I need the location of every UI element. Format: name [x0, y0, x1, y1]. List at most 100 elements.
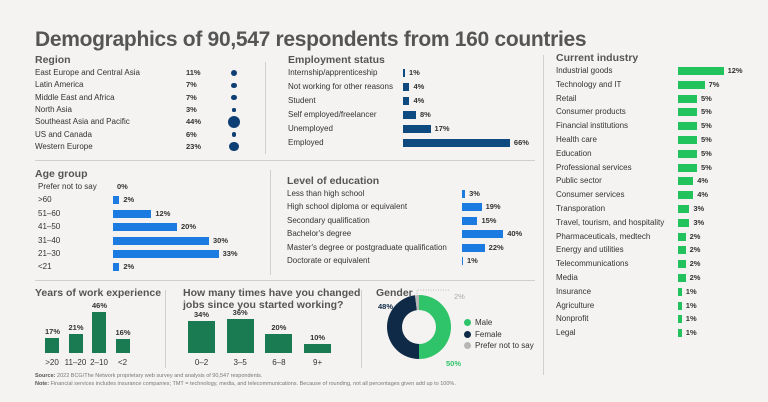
- education-category-label: Master's degree or postgraduate qualific…: [287, 242, 447, 252]
- industry-category-label: Travel, tourism, and hospitality: [556, 217, 665, 227]
- divider: [165, 290, 166, 368]
- region-bubble: [227, 115, 241, 129]
- employment-category-label: Self employed/freelancer: [288, 110, 377, 119]
- experience-value-label: 17%: [45, 326, 61, 336]
- industry-category-label: Media: [556, 273, 578, 282]
- employment-value-label: 17%: [434, 124, 450, 133]
- region-bubble: [232, 108, 236, 112]
- education-value-label: 40%: [507, 229, 523, 239]
- experience-bar: [92, 311, 106, 353]
- region-category-label: US and Canada: [35, 129, 92, 139]
- gender-value-label: 2%: [454, 292, 465, 301]
- region-value-label: 11%: [186, 68, 201, 77]
- industry-category-label: Health care: [556, 135, 597, 144]
- industry-category-label: Agriculture: [556, 300, 595, 310]
- region-category-label: Western Europe: [35, 141, 93, 151]
- industry-category-label: Professional services: [556, 162, 632, 172]
- age-category-label: <21: [38, 262, 52, 272]
- industry-category-label: Financial institutions: [556, 121, 629, 131]
- gender-legend-swatch: [464, 342, 471, 349]
- industry-bar: [678, 274, 686, 282]
- experience-value-label: 21%: [68, 323, 84, 333]
- source-note: Source: 2022 BCG/The Network proprietary…: [35, 373, 262, 379]
- age-category-label: Prefer not to say: [38, 182, 97, 191]
- industry-bar: [678, 136, 697, 144]
- industry-value-label: 5%: [701, 93, 712, 103]
- employment-category-label: Student: [288, 96, 316, 105]
- industry-category-label: Industrial goods: [556, 66, 613, 75]
- jobchanges-bar: [188, 320, 215, 353]
- industry-category-label: Retail: [556, 93, 577, 103]
- age-value-label: 12%: [155, 208, 171, 218]
- industry-bar: [678, 218, 690, 227]
- employment-value-label: 8%: [419, 110, 431, 119]
- education-category-label: High school diploma or equivalent: [287, 202, 408, 212]
- age-category-label: 51–60: [38, 208, 61, 218]
- industry-category-label: Pharmaceuticals, medtech: [556, 231, 651, 241]
- industry-value-label: 2%: [689, 273, 701, 282]
- employment-category-label: Internship/apprenticeship: [288, 68, 378, 77]
- experience-value-label: 46%: [92, 300, 108, 310]
- page-title: Demographics of 90,547 respondents from …: [35, 28, 587, 51]
- jobchanges-value-label: 36%: [232, 307, 248, 317]
- age-bar: [113, 196, 120, 205]
- gender-title: Gender: [376, 287, 413, 299]
- education-value-label: 1%: [467, 256, 478, 265]
- industry-category-label: Insurance: [556, 286, 592, 296]
- age-value-label: 33%: [222, 249, 238, 258]
- age-value-label: 2%: [123, 195, 135, 205]
- source-label: Source:: [35, 373, 56, 379]
- industry-value-label: 12%: [727, 66, 743, 75]
- employment-title: Employment status: [288, 54, 385, 66]
- employment-category-label: Not working for other reasons: [288, 82, 393, 91]
- gender-leader-line: [416, 289, 449, 294]
- industry-value-label: 5%: [701, 148, 712, 158]
- employment-value-label: 4%: [413, 96, 425, 105]
- jobchanges-value-label: 34%: [193, 309, 209, 319]
- education-title: Level of education: [287, 175, 380, 187]
- industry-category-label: Nonprofit: [556, 314, 589, 324]
- industry-value-label: 5%: [701, 135, 712, 144]
- industry-bar: [678, 260, 686, 269]
- gender-slice-female: [386, 295, 419, 359]
- region-category-label: Southeast Asia and Pacific: [35, 117, 130, 127]
- region-value-label: 3%: [186, 104, 197, 114]
- employment-bar: [403, 111, 416, 119]
- industry-value-label: 5%: [701, 162, 712, 172]
- industry-category-label: Energy and utilities: [556, 245, 624, 255]
- industry-bar: [678, 205, 690, 213]
- note-label: Note:: [35, 381, 50, 387]
- jobchanges-bar: [265, 334, 293, 353]
- region-category-label: East Europe and Central Asia: [35, 68, 140, 77]
- age-bar: [113, 250, 219, 258]
- region-category-label: North Asia: [35, 104, 72, 114]
- region-bubble: [231, 82, 237, 88]
- industry-value-label: 2%: [689, 231, 701, 241]
- employment-bar: [403, 97, 410, 105]
- employment-value-label: 4%: [413, 82, 425, 91]
- gender-legend-label: Male: [475, 318, 493, 327]
- age-bar: [113, 236, 209, 245]
- employment-bar: [403, 125, 431, 133]
- age-category-label: 41–50: [38, 222, 61, 232]
- employment-bar: [403, 83, 410, 91]
- education-bar: [462, 230, 504, 239]
- gender-value-label: 50%: [446, 359, 461, 368]
- industry-category-label: Legal: [556, 328, 576, 338]
- industry-value-label: 5%: [701, 121, 712, 131]
- employment-category-label: Unemployed: [288, 124, 333, 133]
- experience-title: Years of work experience: [35, 287, 162, 299]
- employment-category-label: Employed: [288, 138, 324, 147]
- industry-bar: [678, 191, 694, 200]
- age-category-label: 31–40: [38, 235, 61, 245]
- industry-bar: [678, 287, 682, 296]
- divider: [543, 55, 544, 375]
- jobchanges-category-label: 6–8: [272, 358, 286, 367]
- employment-bar: [403, 139, 510, 147]
- experience-bar: [68, 334, 83, 353]
- industry-bar: [678, 315, 682, 324]
- divider: [270, 170, 271, 275]
- jobchanges-value-label: 20%: [271, 323, 287, 332]
- region-value-label: 23%: [186, 141, 202, 151]
- experience-category-label: 11–20: [64, 358, 87, 367]
